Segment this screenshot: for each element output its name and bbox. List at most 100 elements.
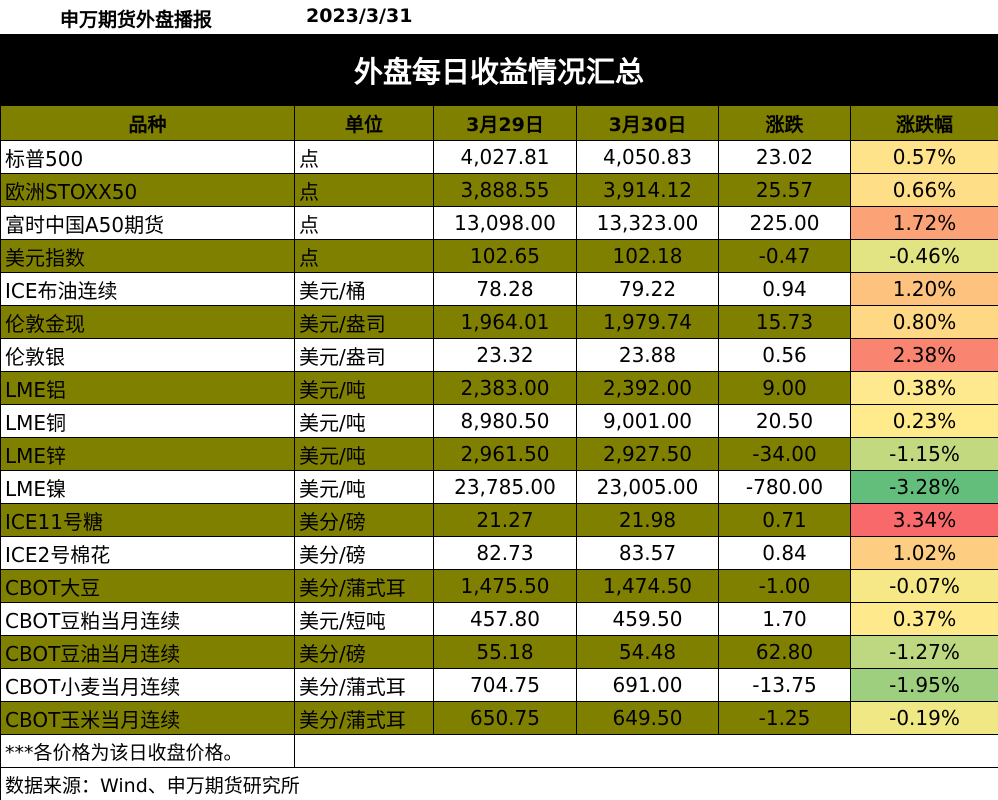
cell-name: CBOT小麦当月连续 bbox=[0, 668, 295, 702]
cell-day2: 1,979.74 bbox=[576, 305, 719, 339]
cell-name: 美元指数 bbox=[0, 239, 295, 273]
cell-change: 0.84 bbox=[718, 536, 851, 570]
cell-change: 0.71 bbox=[718, 503, 851, 537]
cell-change-pct: -0.46% bbox=[850, 239, 998, 273]
cell-name: 伦敦金现 bbox=[0, 305, 295, 339]
cell-unit: 点 bbox=[294, 239, 434, 273]
cell-change: 0.94 bbox=[718, 272, 851, 306]
table-row: LME锌 美元/吨 2,961.50 2,927.50 -34.00 -1.15% bbox=[0, 437, 998, 471]
cell-day1: 23.32 bbox=[433, 338, 577, 372]
footnote-row: ***各价格为该日收盘价格。 bbox=[0, 734, 998, 768]
cell-day2: 2,927.50 bbox=[576, 437, 719, 471]
cell-day1: 55.18 bbox=[433, 635, 577, 669]
cell-unit: 点 bbox=[294, 140, 434, 174]
cell-day2: 4,050.83 bbox=[576, 140, 719, 174]
cell-name: CBOT豆油当月连续 bbox=[0, 635, 295, 669]
report-date: 2023/3/31 bbox=[306, 5, 413, 27]
cell-unit: 美元/盎司 bbox=[294, 305, 434, 339]
cell-unit: 美分/磅 bbox=[294, 503, 434, 537]
table-row: 伦敦银 美元/盎司 23.32 23.88 0.56 2.38% bbox=[0, 338, 998, 372]
cell-change: -1.00 bbox=[718, 569, 851, 603]
cell-change: 1.70 bbox=[718, 602, 851, 636]
cell-day2: 1,474.50 bbox=[576, 569, 719, 603]
cell-change-pct: -1.15% bbox=[850, 437, 998, 471]
cell-change-pct: 0.23% bbox=[850, 404, 998, 438]
table-header-row: 品种 单位 3月29日 3月30日 涨跌 涨跌幅 bbox=[0, 105, 998, 141]
cell-day2: 23,005.00 bbox=[576, 470, 719, 504]
table-row: CBOT小麦当月连续 美分/蒲式耳 704.75 691.00 -13.75 -1.95% bbox=[0, 668, 998, 702]
cell-day1: 2,383.00 bbox=[433, 371, 577, 405]
table-row: ICE2号棉花 美分/磅 82.73 83.57 0.84 1.02% bbox=[0, 536, 998, 570]
cell-day1: 1,964.01 bbox=[433, 305, 577, 339]
table-row: LME铝 美元/吨 2,383.00 2,392.00 9.00 0.38% bbox=[0, 371, 998, 405]
cell-change-pct: -1.95% bbox=[850, 668, 998, 702]
cell-unit: 美元/桶 bbox=[294, 272, 434, 306]
cell-day2: 9,001.00 bbox=[576, 404, 719, 438]
table-row: LME镍 美元/吨 23,785.00 23,005.00 -780.00 -3.28% bbox=[0, 470, 998, 504]
cell-day2: 13,323.00 bbox=[576, 206, 719, 240]
cell-change: -13.75 bbox=[718, 668, 851, 702]
source-text: 数据来源：Wind、申万期货研究所 bbox=[0, 767, 998, 800]
cell-day2: 83.57 bbox=[576, 536, 719, 570]
table-row: ICE布油连续 美元/桶 78.28 79.22 0.94 1.20% bbox=[0, 272, 998, 306]
cell-unit: 美分/蒲式耳 bbox=[294, 668, 434, 702]
cell-change-pct: 2.38% bbox=[850, 338, 998, 372]
cell-unit: 美元/吨 bbox=[294, 437, 434, 471]
cell-day2: 54.48 bbox=[576, 635, 719, 669]
table-row: 标普500 点 4,027.81 4,050.83 23.02 0.57% bbox=[0, 140, 998, 174]
cell-unit: 美分/磅 bbox=[294, 536, 434, 570]
column-header-change: 涨跌 bbox=[718, 105, 851, 141]
cell-name: CBOT大豆 bbox=[0, 569, 295, 603]
cell-name: LME锌 bbox=[0, 437, 295, 471]
cell-change-pct: 1.02% bbox=[850, 536, 998, 570]
cell-change: 62.80 bbox=[718, 635, 851, 669]
table-body: 标普500 点 4,027.81 4,050.83 23.02 0.57% 欧洲STOXX5… bbox=[0, 140, 998, 735]
cell-name: LME镍 bbox=[0, 470, 295, 504]
cell-day1: 23,785.00 bbox=[433, 470, 577, 504]
cell-day1: 8,980.50 bbox=[433, 404, 577, 438]
cell-name: LME铜 bbox=[0, 404, 295, 438]
cell-change-pct: 0.80% bbox=[850, 305, 998, 339]
cell-day2: 649.50 bbox=[576, 701, 719, 735]
cell-change: 0.56 bbox=[718, 338, 851, 372]
cell-unit: 美元/吨 bbox=[294, 470, 434, 504]
column-header-day1: 3月29日 bbox=[433, 105, 577, 141]
cell-unit: 美元/吨 bbox=[294, 404, 434, 438]
table-row: CBOT豆油当月连续 美分/磅 55.18 54.48 62.80 -1.27% bbox=[0, 635, 998, 669]
report-title: 外盘每日收益情况汇总 bbox=[0, 34, 998, 105]
cell-day2: 23.88 bbox=[576, 338, 719, 372]
cell-change: 25.57 bbox=[718, 173, 851, 207]
table-row: LME铜 美元/吨 8,980.50 9,001.00 20.50 0.23% bbox=[0, 404, 998, 438]
column-header-day2: 3月30日 bbox=[576, 105, 719, 141]
cell-change-pct: -1.27% bbox=[850, 635, 998, 669]
cell-change-pct: 0.38% bbox=[850, 371, 998, 405]
cell-change-pct: 0.57% bbox=[850, 140, 998, 174]
cell-change: 15.73 bbox=[718, 305, 851, 339]
table-row: 欧洲STOXX50 点 3,888.55 3,914.12 25.57 0.66% bbox=[0, 173, 998, 207]
cell-unit: 美分/蒲式耳 bbox=[294, 701, 434, 735]
cell-name: CBOT豆粕当月连续 bbox=[0, 602, 295, 636]
cell-day1: 13,098.00 bbox=[433, 206, 577, 240]
cell-day2: 459.50 bbox=[576, 602, 719, 636]
source-row: 数据来源：Wind、申万期货研究所 bbox=[0, 767, 998, 800]
cell-change-pct: 1.20% bbox=[850, 272, 998, 306]
cell-change: -780.00 bbox=[718, 470, 851, 504]
cell-day2: 21.98 bbox=[576, 503, 719, 537]
cell-change-pct: -3.28% bbox=[850, 470, 998, 504]
table-row: CBOT玉米当月连续 美分/蒲式耳 650.75 649.50 -1.25 -0.19% bbox=[0, 701, 998, 735]
cell-unit: 美元/短吨 bbox=[294, 602, 434, 636]
cell-name: 标普500 bbox=[0, 140, 295, 174]
cell-day1: 21.27 bbox=[433, 503, 577, 537]
cell-day1: 2,961.50 bbox=[433, 437, 577, 471]
cell-name: 伦敦银 bbox=[0, 338, 295, 372]
cell-day2: 102.18 bbox=[576, 239, 719, 273]
cell-change-pct: 0.37% bbox=[850, 602, 998, 636]
column-header-name: 品种 bbox=[0, 105, 295, 141]
cell-unit: 美分/磅 bbox=[294, 635, 434, 669]
cell-day1: 650.75 bbox=[433, 701, 577, 735]
cell-day2: 691.00 bbox=[576, 668, 719, 702]
cell-name: 富时中国A50期货 bbox=[0, 206, 295, 240]
cell-day1: 457.80 bbox=[433, 602, 577, 636]
footnote-blank bbox=[294, 734, 998, 768]
cell-name: CBOT玉米当月连续 bbox=[0, 701, 295, 735]
